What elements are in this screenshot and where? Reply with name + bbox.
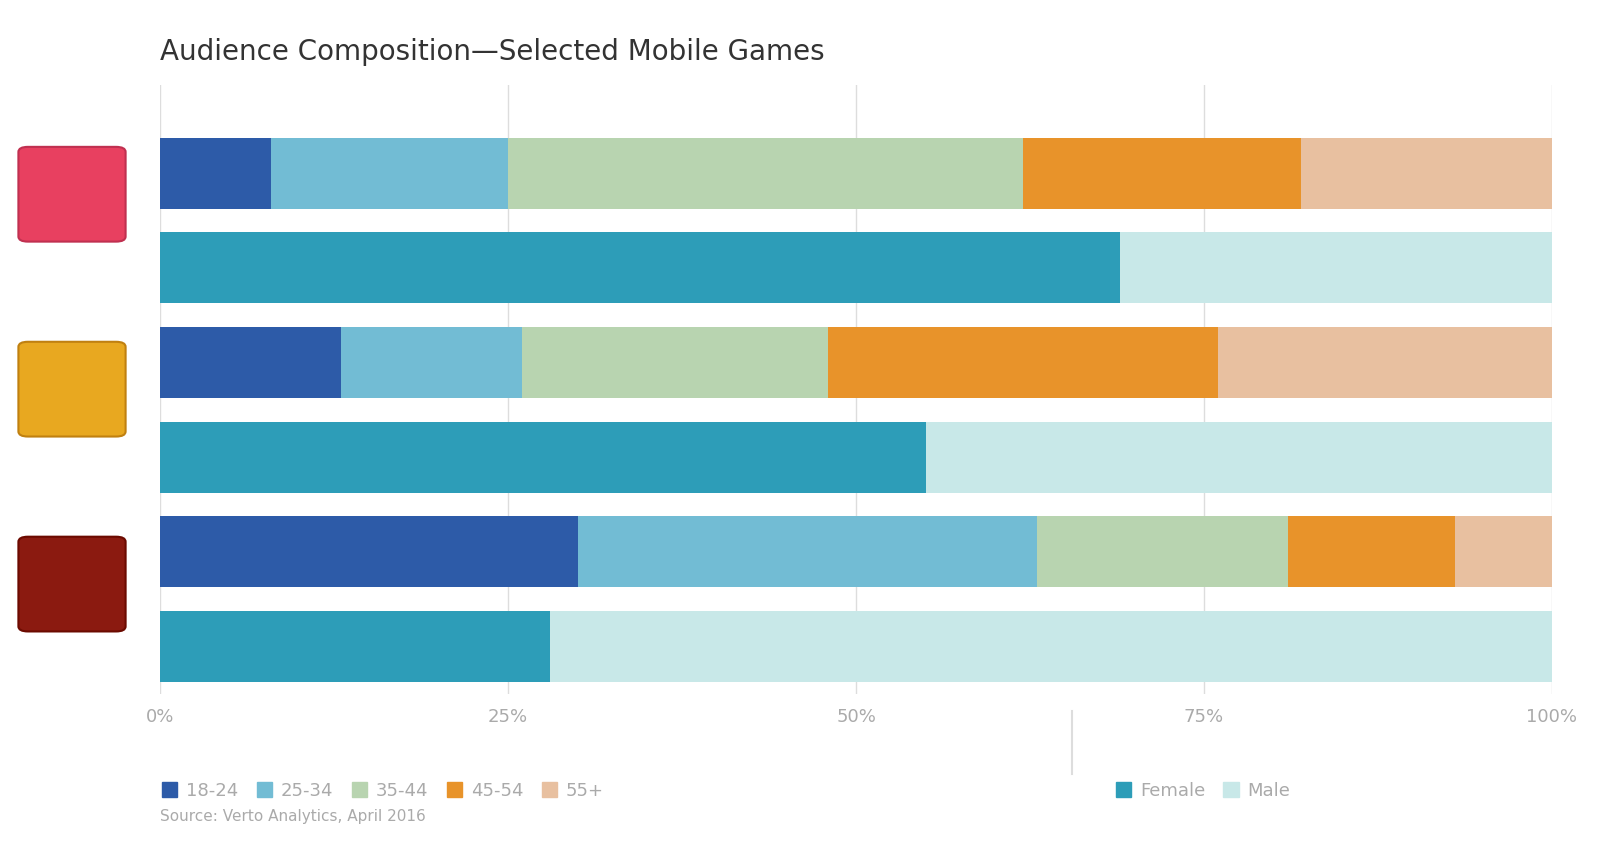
- Bar: [578, 516, 1037, 587]
- Bar: [1022, 138, 1301, 209]
- Bar: [1120, 233, 1552, 304]
- Bar: [1454, 516, 1552, 587]
- Bar: [160, 327, 341, 398]
- Bar: [160, 516, 578, 587]
- Bar: [160, 611, 550, 682]
- Bar: [160, 421, 925, 492]
- Bar: [1218, 327, 1552, 398]
- Bar: [1301, 138, 1552, 209]
- Bar: [272, 138, 509, 209]
- Bar: [550, 611, 1552, 682]
- Bar: [1288, 516, 1454, 587]
- Bar: [341, 327, 522, 398]
- Text: Source: Verto Analytics, April 2016: Source: Verto Analytics, April 2016: [160, 809, 426, 824]
- Bar: [925, 421, 1552, 492]
- Text: Audience Composition—Selected Mobile Games: Audience Composition—Selected Mobile Gam…: [160, 37, 824, 66]
- Bar: [160, 233, 1120, 304]
- Bar: [160, 138, 272, 209]
- Bar: [829, 327, 1218, 398]
- Legend: Female, Male: Female, Male: [1115, 782, 1291, 800]
- Bar: [522, 327, 829, 398]
- Bar: [509, 138, 1022, 209]
- Bar: [1037, 516, 1288, 587]
